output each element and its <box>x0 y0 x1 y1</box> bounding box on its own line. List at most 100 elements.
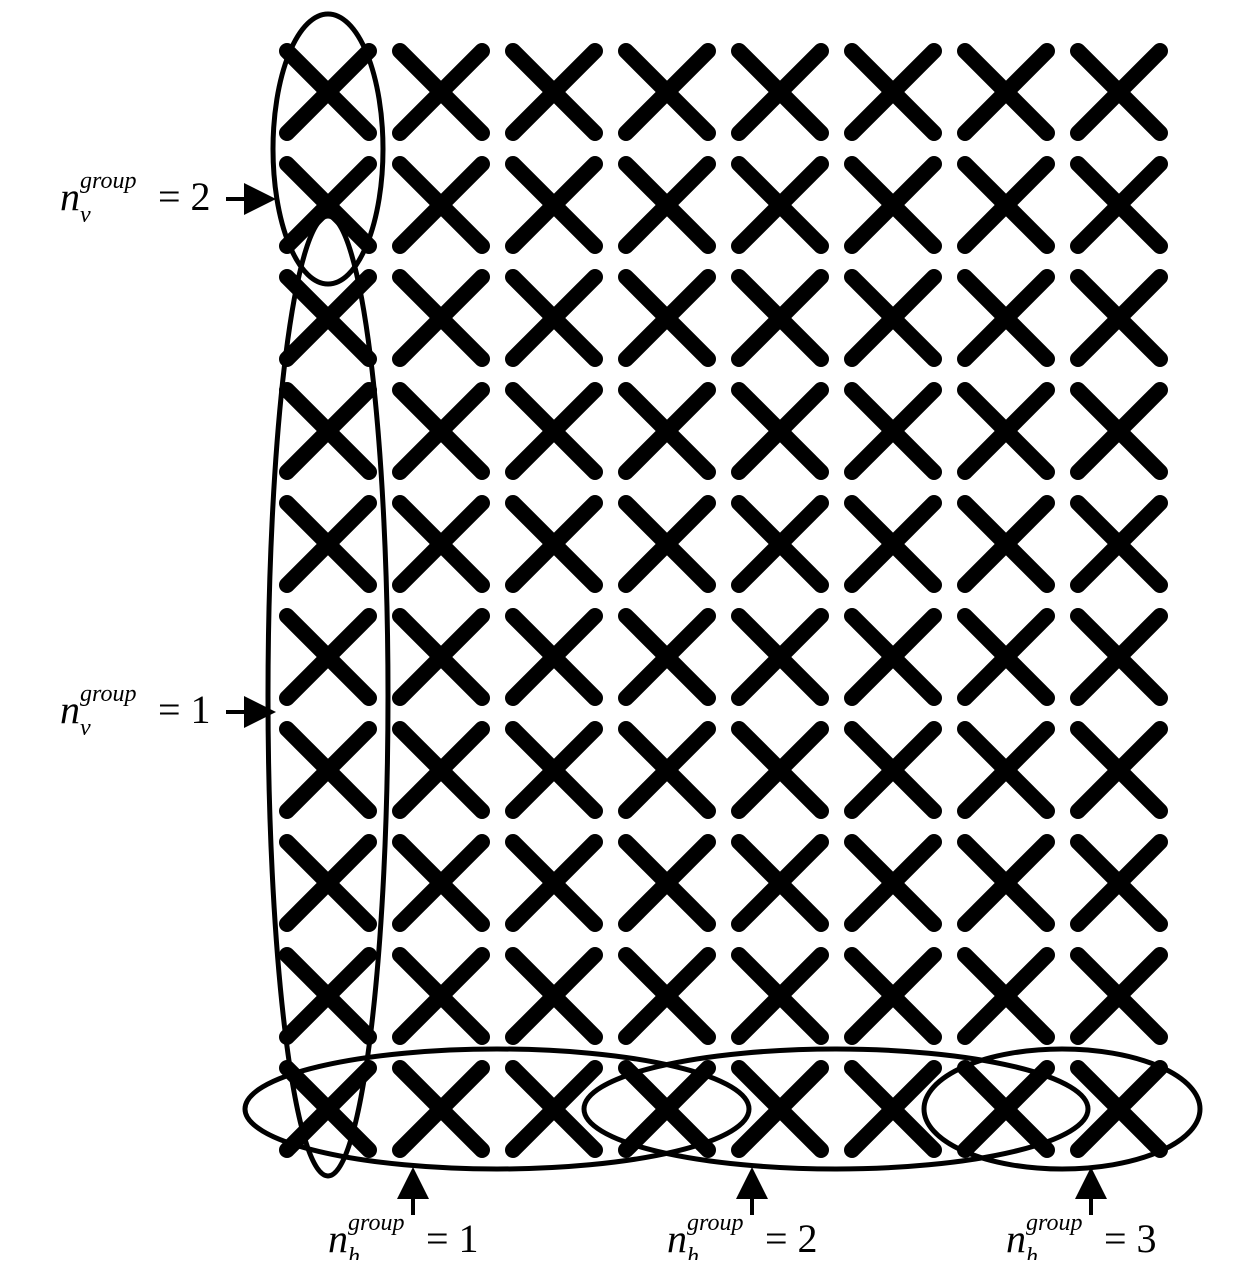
x-marker <box>1078 842 1160 924</box>
x-marker <box>287 616 369 698</box>
x-marker <box>400 955 482 1037</box>
label-eq: = 2 <box>755 1216 818 1260</box>
x-marker <box>287 164 369 246</box>
label-eq: = 2 <box>148 174 211 219</box>
x-marker <box>513 164 595 246</box>
x-marker <box>400 164 482 246</box>
x-marker <box>1078 616 1160 698</box>
x-marker <box>852 51 934 133</box>
x-marker <box>513 955 595 1037</box>
label-sup: group <box>1026 1210 1082 1236</box>
x-marker <box>739 390 821 472</box>
x-marker <box>1078 955 1160 1037</box>
x-marker <box>852 277 934 359</box>
x-marker <box>739 51 821 133</box>
x-marker <box>965 164 1047 246</box>
label-eq: = 1 <box>148 687 211 732</box>
x-marker <box>513 390 595 472</box>
x-marker <box>400 503 482 585</box>
marker-grid <box>287 51 1160 1150</box>
x-marker <box>626 164 708 246</box>
label-v1: ngroupv = 1 <box>60 681 211 741</box>
x-marker <box>513 503 595 585</box>
diagram-canvas: ngroupv = 2ngroupv = 1ngrouph = 1ngrouph… <box>0 0 1240 1260</box>
x-marker <box>739 729 821 811</box>
x-marker <box>739 164 821 246</box>
label-prefix: n <box>667 1216 687 1260</box>
group-ellipses <box>245 14 1200 1176</box>
label-sup: group <box>687 1210 743 1236</box>
x-marker <box>852 955 934 1037</box>
x-marker <box>626 1068 708 1150</box>
label-sup: group <box>80 168 136 194</box>
x-marker <box>400 390 482 472</box>
x-marker <box>626 503 708 585</box>
x-marker <box>965 390 1047 472</box>
x-marker <box>287 390 369 472</box>
x-marker <box>626 277 708 359</box>
label-h1: ngroup h = 1 <box>328 1210 479 1260</box>
label-prefix: n <box>60 687 80 732</box>
x-marker <box>400 277 482 359</box>
x-marker <box>852 729 934 811</box>
x-marker <box>287 729 369 811</box>
x-marker <box>1078 729 1160 811</box>
x-marker <box>852 164 934 246</box>
group-ellipse-h_group_3 <box>924 1049 1200 1169</box>
x-marker <box>965 1068 1047 1150</box>
x-marker <box>965 503 1047 585</box>
label-v2: ngroup v = 2 <box>60 168 211 228</box>
label-sub: v <box>80 202 91 228</box>
x-marker <box>287 51 369 133</box>
x-marker <box>852 390 934 472</box>
x-marker <box>287 277 369 359</box>
label-prefix: n <box>60 174 80 219</box>
label-eq: = 3 <box>1094 1216 1157 1260</box>
label-sub: h <box>687 1244 699 1260</box>
label-prefix: n <box>328 1216 348 1260</box>
x-marker <box>965 955 1047 1037</box>
label-sup: group <box>348 1210 404 1236</box>
x-marker <box>513 616 595 698</box>
x-marker <box>965 729 1047 811</box>
label-sub: h <box>1026 1244 1038 1260</box>
x-marker <box>513 277 595 359</box>
x-marker <box>626 390 708 472</box>
label-sup: group <box>80 681 136 707</box>
x-marker <box>400 616 482 698</box>
x-marker <box>852 503 934 585</box>
x-marker <box>965 616 1047 698</box>
x-marker <box>287 955 369 1037</box>
x-marker <box>400 1068 482 1150</box>
x-marker <box>739 955 821 1037</box>
x-marker <box>965 842 1047 924</box>
x-marker <box>1078 164 1160 246</box>
x-marker <box>739 616 821 698</box>
label-eq: = 1 <box>416 1216 479 1260</box>
x-marker <box>513 51 595 133</box>
x-marker <box>1078 390 1160 472</box>
x-marker <box>400 729 482 811</box>
label-h2: ngroup h = 2 <box>667 1210 818 1260</box>
x-marker <box>400 842 482 924</box>
label-prefix: n <box>1006 1216 1026 1260</box>
x-marker <box>965 51 1047 133</box>
label-sub: h <box>348 1244 360 1260</box>
x-marker <box>287 503 369 585</box>
x-marker <box>739 503 821 585</box>
x-marker <box>739 842 821 924</box>
x-marker <box>626 616 708 698</box>
x-marker <box>287 842 369 924</box>
label-h3: ngroup h = 3 <box>1006 1210 1157 1260</box>
x-marker <box>965 277 1047 359</box>
x-marker <box>513 729 595 811</box>
x-marker <box>626 955 708 1037</box>
x-marker <box>400 51 482 133</box>
x-marker <box>1078 503 1160 585</box>
x-marker <box>513 842 595 924</box>
x-marker <box>626 729 708 811</box>
x-marker <box>1078 51 1160 133</box>
x-marker <box>739 277 821 359</box>
group-ellipse-v_group_2 <box>273 14 383 284</box>
x-marker <box>1078 277 1160 359</box>
